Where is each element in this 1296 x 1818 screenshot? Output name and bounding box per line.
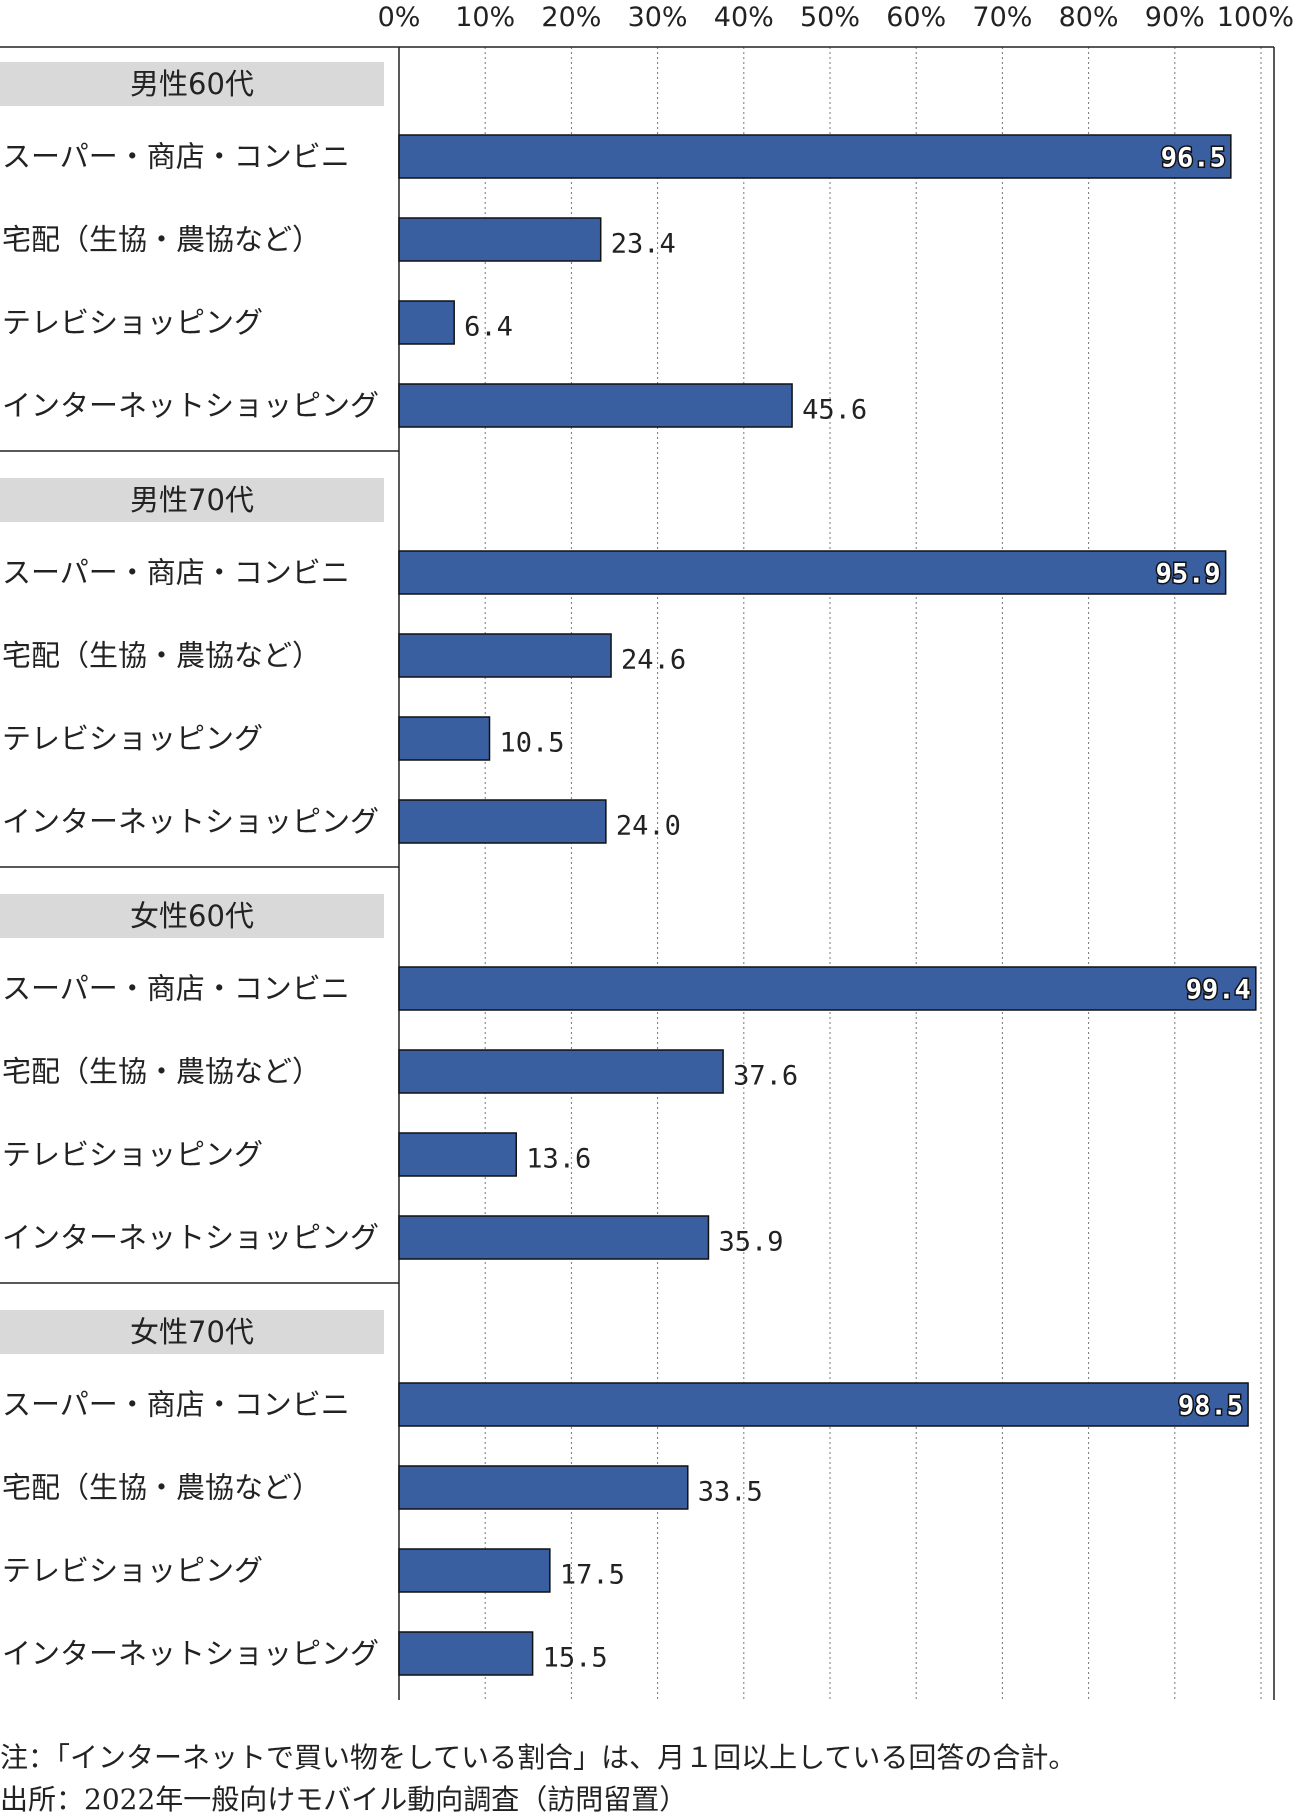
category-label: 宅配（生協・農協など） bbox=[2, 639, 321, 673]
x-tick-label: 100% bbox=[1217, 2, 1294, 33]
bar bbox=[398, 550, 1227, 595]
x-tick-label: 60% bbox=[886, 2, 946, 33]
category-label: インターネットショッピング bbox=[2, 805, 379, 839]
x-tick-label: 70% bbox=[972, 2, 1032, 33]
data-label: 37.6 bbox=[733, 1061, 798, 1092]
category-label: インターネットショッピング bbox=[2, 389, 379, 423]
bar bbox=[398, 383, 793, 428]
category-label: 宅配（生協・農協など） bbox=[2, 1055, 321, 1089]
data-label: 99.4 bbox=[1186, 975, 1251, 1006]
group-header-bg bbox=[0, 894, 384, 938]
category-label: テレビショッピング bbox=[2, 722, 263, 756]
category-label: 宅配（生協・農協など） bbox=[2, 1471, 321, 1505]
data-label: 98.5 bbox=[1178, 1391, 1243, 1422]
bar bbox=[398, 716, 491, 761]
group-header-bg bbox=[0, 62, 384, 106]
group-header-label: 男性60代 bbox=[130, 67, 254, 101]
bar bbox=[398, 134, 1232, 179]
data-label: 35.9 bbox=[718, 1227, 783, 1258]
x-tick-label: 20% bbox=[541, 2, 601, 33]
bar bbox=[398, 1049, 724, 1094]
group-header-bg bbox=[0, 478, 384, 522]
data-label: 24.6 bbox=[621, 645, 686, 676]
bar bbox=[398, 217, 602, 262]
data-label: 96.5 bbox=[1161, 143, 1226, 174]
chart-source: 出所：2022年一般向けモバイル動向調査（訪問留置） bbox=[0, 1783, 688, 1816]
x-tick-label: 30% bbox=[628, 2, 688, 33]
category-label: スーパー・商店・コンビニ bbox=[2, 140, 350, 174]
chart-note: 注：「インターネットで買い物をしている割合」は、月１回以上している回答の合計。 bbox=[0, 1741, 1077, 1774]
data-label: 24.0 bbox=[616, 811, 681, 842]
data-label: 13.6 bbox=[526, 1144, 591, 1175]
bar-chart: 0% 10% 20% 30% 40% 50% 60% 70% 80% 90% 100% 男性60代スー… bbox=[0, 2, 1294, 1700]
bar bbox=[398, 966, 1257, 1011]
category-label: インターネットショッピング bbox=[2, 1637, 379, 1671]
category-label: スーパー・商店・コンビニ bbox=[2, 972, 350, 1006]
bar bbox=[398, 799, 607, 844]
x-tick-label: 0% bbox=[378, 2, 421, 33]
group-header-label: 女性70代 bbox=[130, 1315, 254, 1349]
bar bbox=[398, 300, 455, 345]
bar bbox=[398, 1382, 1249, 1427]
category-label: スーパー・商店・コンビニ bbox=[2, 556, 350, 590]
x-tick-label: 80% bbox=[1059, 2, 1119, 33]
bar bbox=[398, 633, 612, 678]
data-label: 33.5 bbox=[698, 1477, 763, 1508]
category-label: スーパー・商店・コンビニ bbox=[2, 1388, 350, 1422]
bar bbox=[398, 1631, 534, 1676]
category-label: テレビショッピング bbox=[2, 306, 263, 340]
group-header-label: 男性70代 bbox=[130, 483, 254, 517]
bar bbox=[398, 1465, 689, 1510]
data-label: 6.4 bbox=[464, 312, 513, 343]
category-label: 宅配（生協・農協など） bbox=[2, 223, 321, 257]
category-label: テレビショッピング bbox=[2, 1138, 263, 1172]
x-tick-label: 50% bbox=[800, 2, 860, 33]
category-label: インターネットショッピング bbox=[2, 1221, 379, 1255]
x-tick-label: 90% bbox=[1145, 2, 1205, 33]
bar bbox=[398, 1215, 710, 1260]
x-tick-label: 10% bbox=[455, 2, 515, 33]
data-label: 95.9 bbox=[1156, 559, 1221, 590]
bar bbox=[398, 1548, 551, 1593]
group-header-bg bbox=[0, 1310, 384, 1354]
bar bbox=[398, 1132, 517, 1177]
data-label: 23.4 bbox=[611, 229, 676, 260]
data-label: 15.5 bbox=[543, 1643, 608, 1674]
data-label: 10.5 bbox=[500, 728, 565, 759]
group-header-label: 女性60代 bbox=[130, 899, 254, 933]
x-tick-label: 40% bbox=[714, 2, 774, 33]
data-label: 17.5 bbox=[560, 1560, 625, 1591]
category-label: テレビショッピング bbox=[2, 1554, 263, 1588]
data-label: 45.6 bbox=[802, 395, 867, 426]
